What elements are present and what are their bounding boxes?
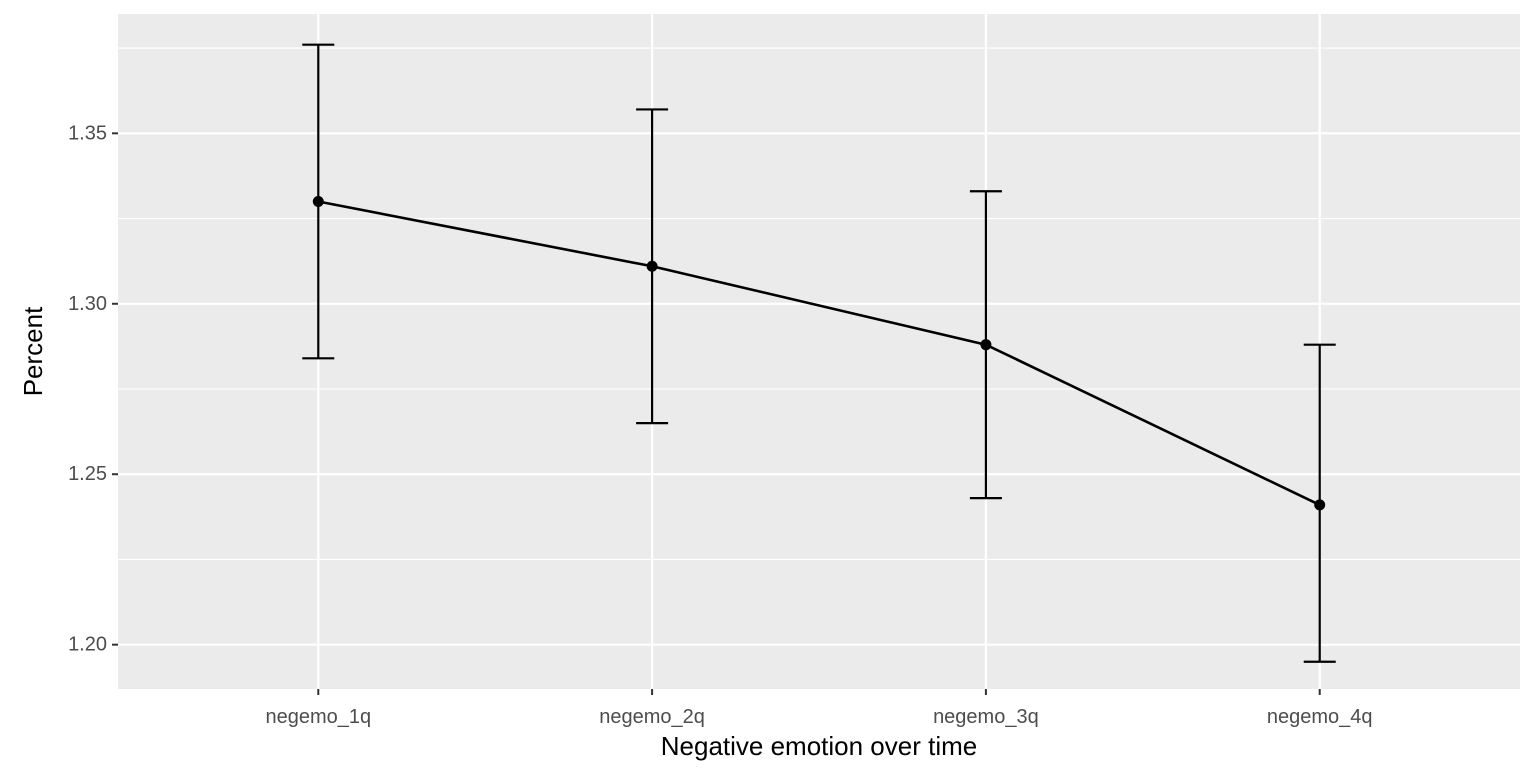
- x-axis-title: Negative emotion over time: [661, 731, 977, 761]
- x-axis: negemo_1q negemo_2q negemo_3q negemo_4q: [265, 689, 1373, 728]
- y-tick-label: 1.35: [68, 122, 107, 144]
- x-tick-label: negemo_1q: [265, 706, 371, 728]
- y-tick-label: 1.20: [68, 634, 107, 656]
- y-tick-label: 1.30: [68, 293, 107, 315]
- y-tick-label: 1.25: [68, 463, 107, 485]
- x-tick-label: negemo_2q: [599, 706, 705, 728]
- major-gridlines: [118, 14, 1520, 689]
- y-axis: 1.20 1.25 1.30 1.35: [68, 122, 118, 656]
- x-tick-label: negemo_4q: [1267, 706, 1373, 728]
- series-line: [318, 200, 1321, 507]
- x-tick-label: negemo_3q: [933, 706, 1039, 728]
- plot-panel: [118, 14, 1520, 689]
- y-axis-title: Percent: [18, 306, 48, 396]
- data-points: [312, 196, 1326, 511]
- data-point: [646, 260, 658, 272]
- data-point: [1314, 499, 1326, 511]
- data-point: [980, 339, 992, 351]
- minor-gridlines: [118, 47, 1520, 561]
- data-point: [312, 196, 324, 207]
